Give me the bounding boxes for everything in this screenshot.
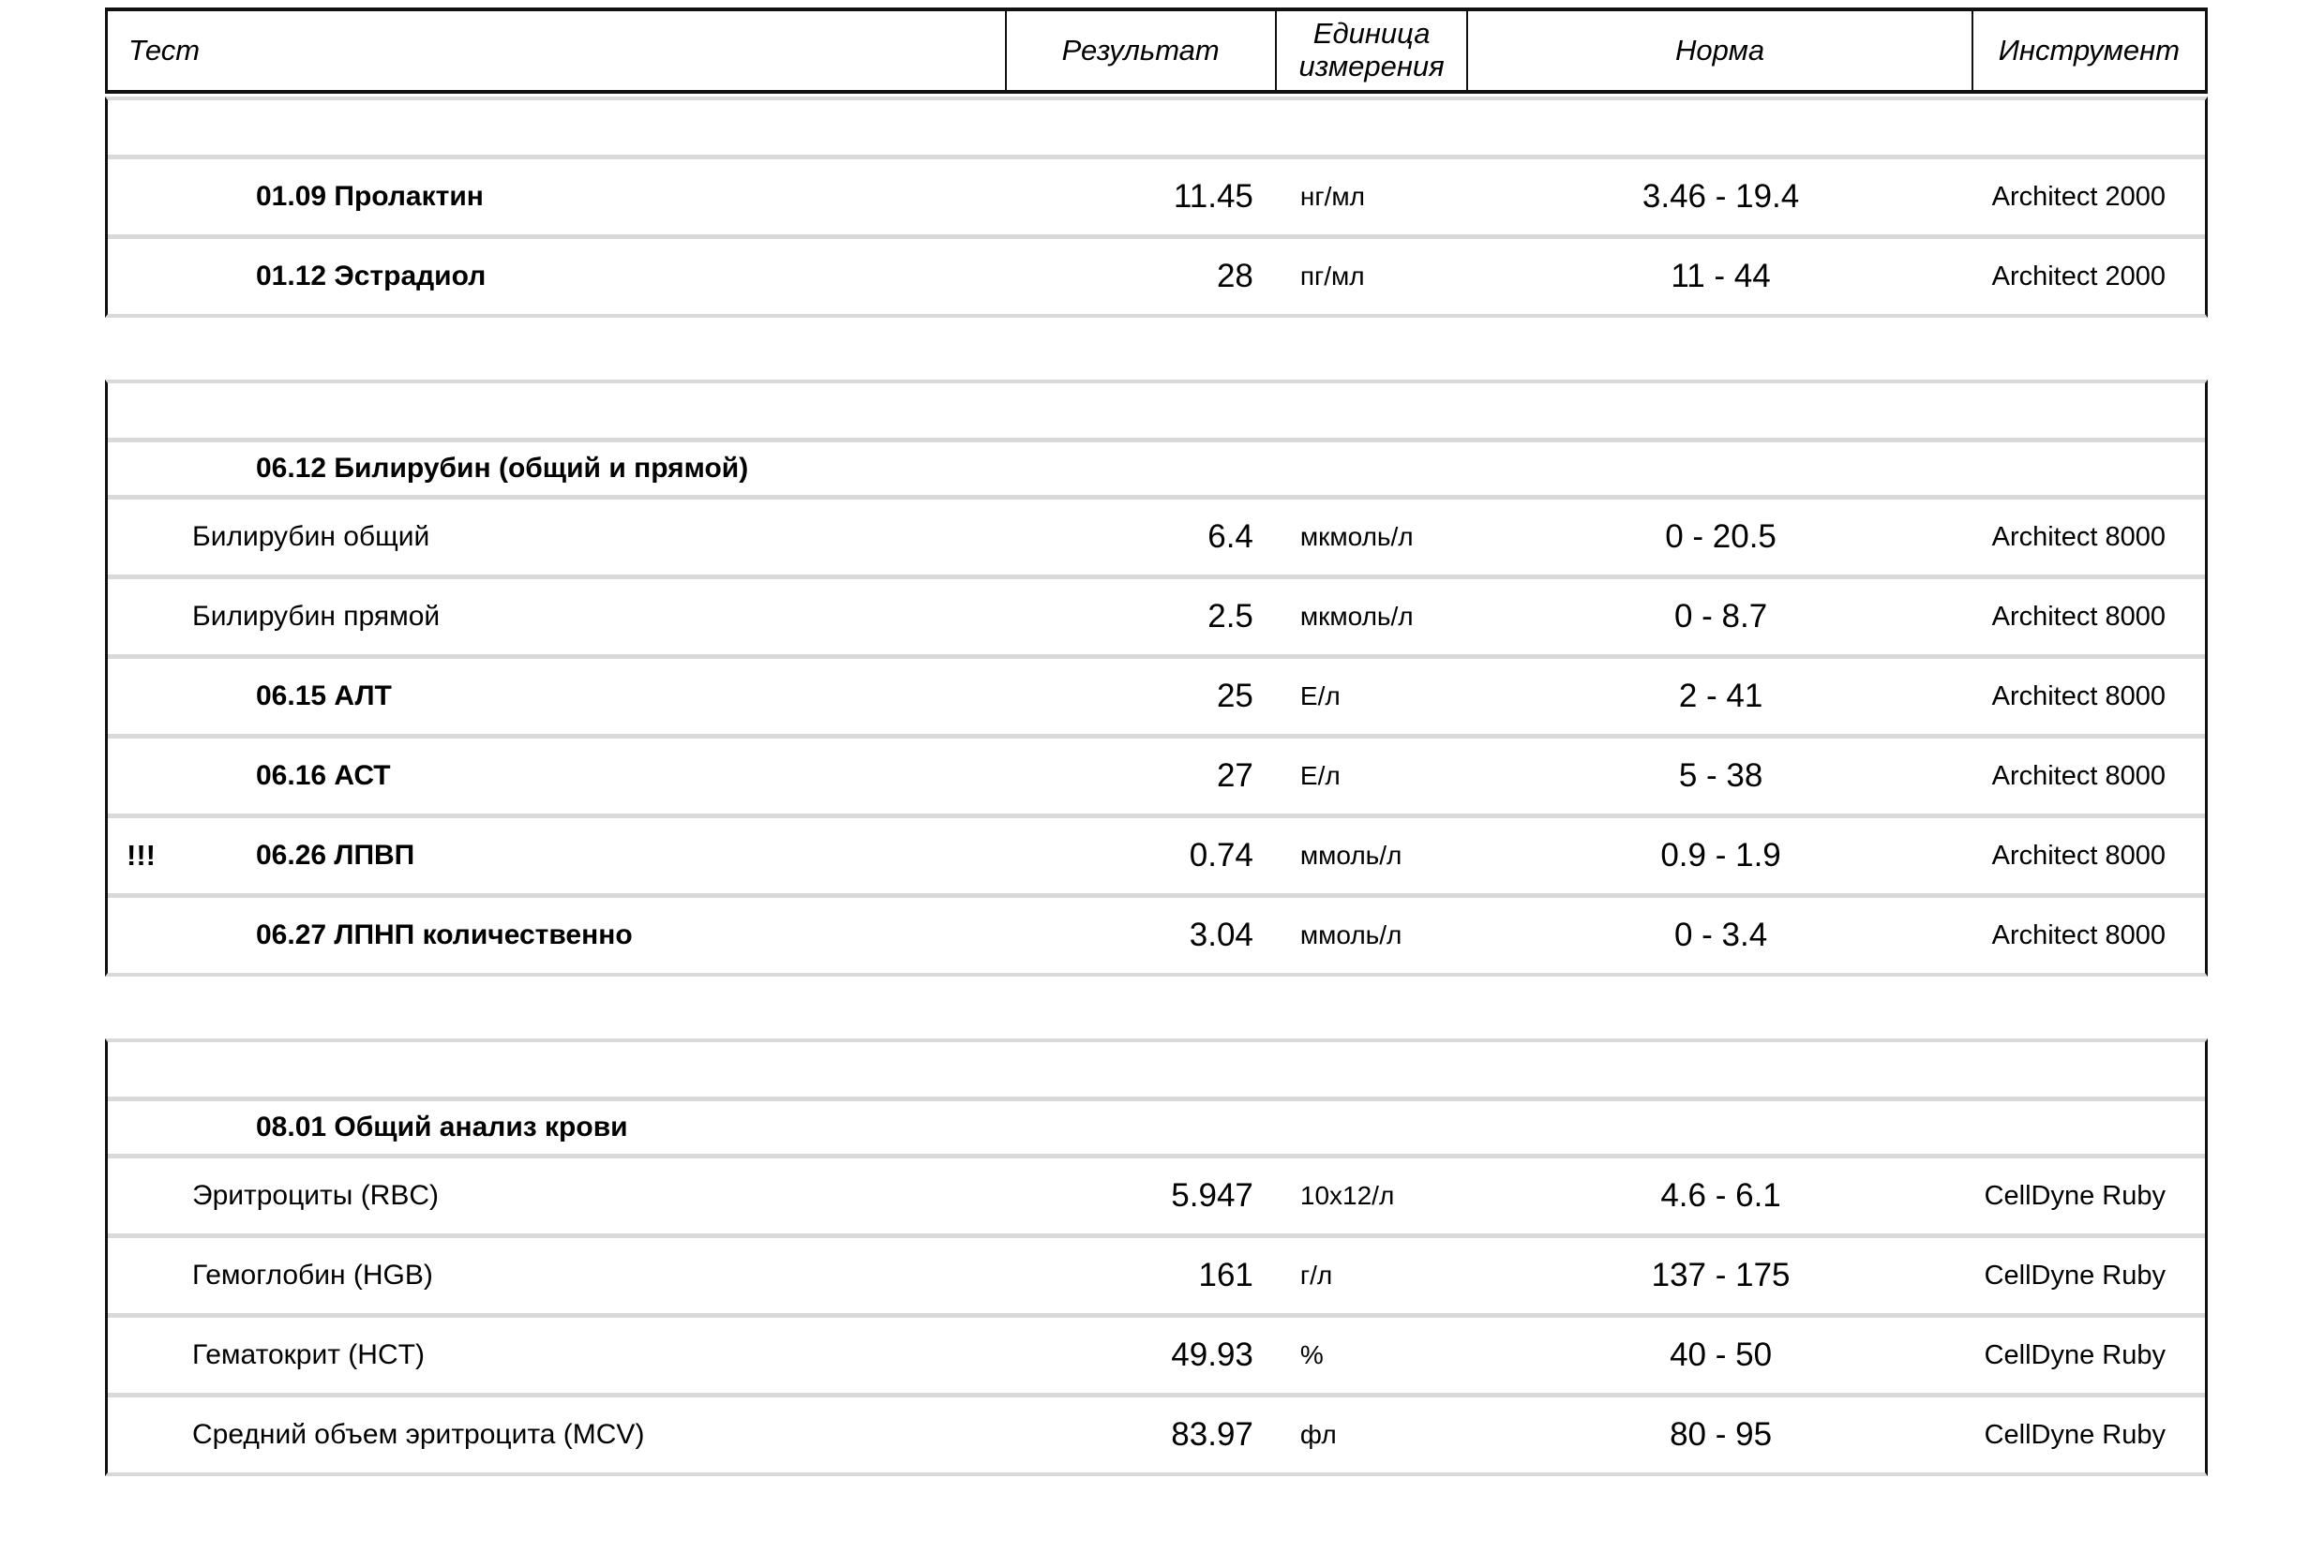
norm-cell: 137 - 175: [1651, 1257, 1791, 1293]
instrument-cell: CellDyne Ruby: [1984, 1180, 2166, 1211]
result-cell: 11.45: [1173, 178, 1253, 215]
unit-cell: нг/мл: [1299, 182, 1365, 211]
result-cell: 0.74: [1189, 837, 1253, 874]
norm-cell: 3.46 - 19.4: [1642, 178, 1800, 215]
result-cell: 5.947: [1171, 1177, 1253, 1214]
instrument-cell: Architect 8000: [1991, 601, 2166, 632]
result-cell: 161: [1198, 1257, 1253, 1293]
results-block-hormones: 01.09 Пролактин 11.45 нг/мл 3.46 - 19.4 Arch…: [105, 97, 2208, 318]
instrument-cell: Architect 8000: [1991, 840, 2166, 871]
table-row: 01.09 Пролактин 11.45 нг/мл 3.46 - 19.4 Arch…: [108, 155, 2205, 234]
unit-cell: %: [1299, 1340, 1324, 1369]
test-name-cell: 06.27 ЛПНП количественно: [256, 919, 633, 950]
norm-cell: 0 - 8.7: [1673, 598, 1768, 635]
section-title: 08.01 Общий анализ крови: [256, 1112, 628, 1142]
norm-cell: 40 - 50: [1670, 1337, 1773, 1373]
table-row: 06.16 АСТ 27 Е/л 5 - 38 Architect 8000: [108, 734, 2205, 814]
test-name-cell: Гематокрит (HCT): [192, 1339, 425, 1370]
table-row: 01.12 Эстрадиол 28 пг/мл 11 - 44 Architect 2…: [108, 234, 2205, 314]
result-cell: 6.4: [1207, 518, 1253, 555]
unit-cell: 10х12/л: [1299, 1181, 1395, 1210]
result-cell: 27: [1216, 757, 1253, 794]
section-title: 06.12 Билирубин (общий и прямой): [256, 453, 749, 484]
unit-cell: Е/л: [1299, 681, 1341, 710]
test-name-cell: 01.12 Эстрадиол: [256, 261, 487, 291]
test-name-cell: 06.16 АСТ: [256, 760, 391, 791]
unit-cell: мкмоль/л: [1299, 602, 1414, 631]
table-row: Билирубин прямой 2.5 мкмоль/л 0 - 8.7 Archit…: [108, 575, 2205, 654]
section-header-row: 06.12 Билирубин (общий и прямой): [108, 438, 2205, 495]
test-name-cell: Билирубин прямой: [192, 601, 441, 632]
norm-cell: 4.6 - 6.1: [1660, 1177, 1781, 1214]
table-row: Эритроциты (RBC) 5.947 10х12/л 4.6 - 6.1 Cel…: [108, 1154, 2205, 1233]
test-name-cell: Эритроциты (RBC): [192, 1180, 440, 1211]
column-header-test: Тест: [108, 11, 1007, 90]
results-block-cbc: 08.01 Общий анализ крови Эритроциты (RBC)…: [105, 1038, 2208, 1476]
results-block-biochemistry: 06.12 Билирубин (общий и прямой) Билируби…: [105, 380, 2208, 977]
norm-cell: 11 - 44: [1671, 258, 1771, 294]
test-name-cell: Билирубин общий: [192, 521, 430, 552]
instrument-cell: CellDyne Ruby: [1984, 1419, 2166, 1450]
norm-cell: 0 - 3.4: [1673, 917, 1768, 953]
unit-cell: пг/мл: [1299, 261, 1365, 291]
column-header-norm: Норма: [1468, 11, 1973, 90]
norm-cell: 2 - 41: [1678, 678, 1763, 714]
spacer-row: [108, 100, 2205, 155]
norm-cell: 5 - 38: [1678, 757, 1763, 794]
table-row: Билирубин общий 6.4 мкмоль/л 0 - 20.5 Archit…: [108, 495, 2205, 575]
spacer-row: [108, 383, 2205, 438]
instrument-cell: Architect 2000: [1991, 181, 2166, 212]
test-name-cell: 01.09 Пролактин: [256, 181, 484, 212]
table-row: Гемоглобин (HGB) 161 г/л 137 - 175 CellDyne …: [108, 1233, 2205, 1313]
instrument-cell: Architect 8000: [1991, 521, 2166, 552]
column-header-result: Результат: [1007, 11, 1277, 90]
unit-cell: фл: [1299, 1420, 1337, 1449]
table-row: Гематокрит (HCT) 49.93% 40 - 50 CellDyne Ru…: [108, 1313, 2205, 1393]
result-cell: 83.97: [1171, 1416, 1253, 1453]
table-header-row: Тест Результат Единица измерения Норма И…: [105, 7, 2208, 94]
instrument-cell: Architect 8000: [1991, 760, 2166, 791]
instrument-cell: CellDyne Ruby: [1984, 1260, 2166, 1291]
section-header-row: 08.01 Общий анализ крови: [108, 1097, 2205, 1154]
result-cell: 3.04: [1189, 917, 1253, 953]
result-cell: 2.5: [1207, 598, 1253, 635]
unit-cell: ммоль/л: [1299, 920, 1402, 949]
test-name-cell: Гемоглобин (HGB): [192, 1260, 433, 1291]
result-cell: 25: [1216, 678, 1253, 714]
abnormal-flag: !!!: [127, 839, 156, 872]
unit-cell: Е/л: [1299, 761, 1341, 790]
norm-cell: 0.9 - 1.9: [1660, 837, 1781, 874]
test-name-cell: 06.15 АЛТ: [256, 680, 392, 711]
column-header-instrument: Инструмент: [1998, 33, 2181, 67]
unit-cell: г/л: [1299, 1261, 1333, 1290]
instrument-cell: CellDyne Ruby: [1984, 1339, 2166, 1370]
table-row: 06.15 АЛТ 25 Е/л 2 - 41 Architect 8000: [108, 654, 2205, 734]
instrument-cell: Architect 8000: [1991, 680, 2166, 711]
unit-cell: мкмоль/л: [1299, 522, 1414, 551]
column-header-unit: Единица измерения: [1277, 11, 1469, 90]
result-cell: 28: [1216, 258, 1253, 294]
table-row: 06.27 ЛПНП количественно 3.04 ммоль/л 0 - 3…: [108, 893, 2205, 973]
spacer-row: [108, 1042, 2205, 1097]
test-name-cell: Средний объем эритроцита (MCV): [192, 1419, 645, 1450]
results-table: Тест Результат Единица измерения Норма И…: [105, 7, 2208, 1476]
table-row: !!! 06.26 ЛПВП 0.74 ммоль/л 0.9 - 1.9 Archite…: [108, 814, 2205, 893]
instrument-cell: Architect 8000: [1991, 919, 2166, 950]
table-row: Средний объем эритроцита (MCV) 83.97 фл 80 …: [108, 1393, 2205, 1472]
norm-cell: 80 - 95: [1670, 1416, 1773, 1453]
unit-cell: ммоль/л: [1299, 841, 1402, 870]
test-name-cell: 06.26 ЛПВП: [256, 840, 415, 871]
norm-cell: 0 - 20.5: [1665, 518, 1777, 555]
result-cell: 49.93: [1171, 1337, 1253, 1373]
instrument-cell: Architect 2000: [1991, 261, 2166, 291]
